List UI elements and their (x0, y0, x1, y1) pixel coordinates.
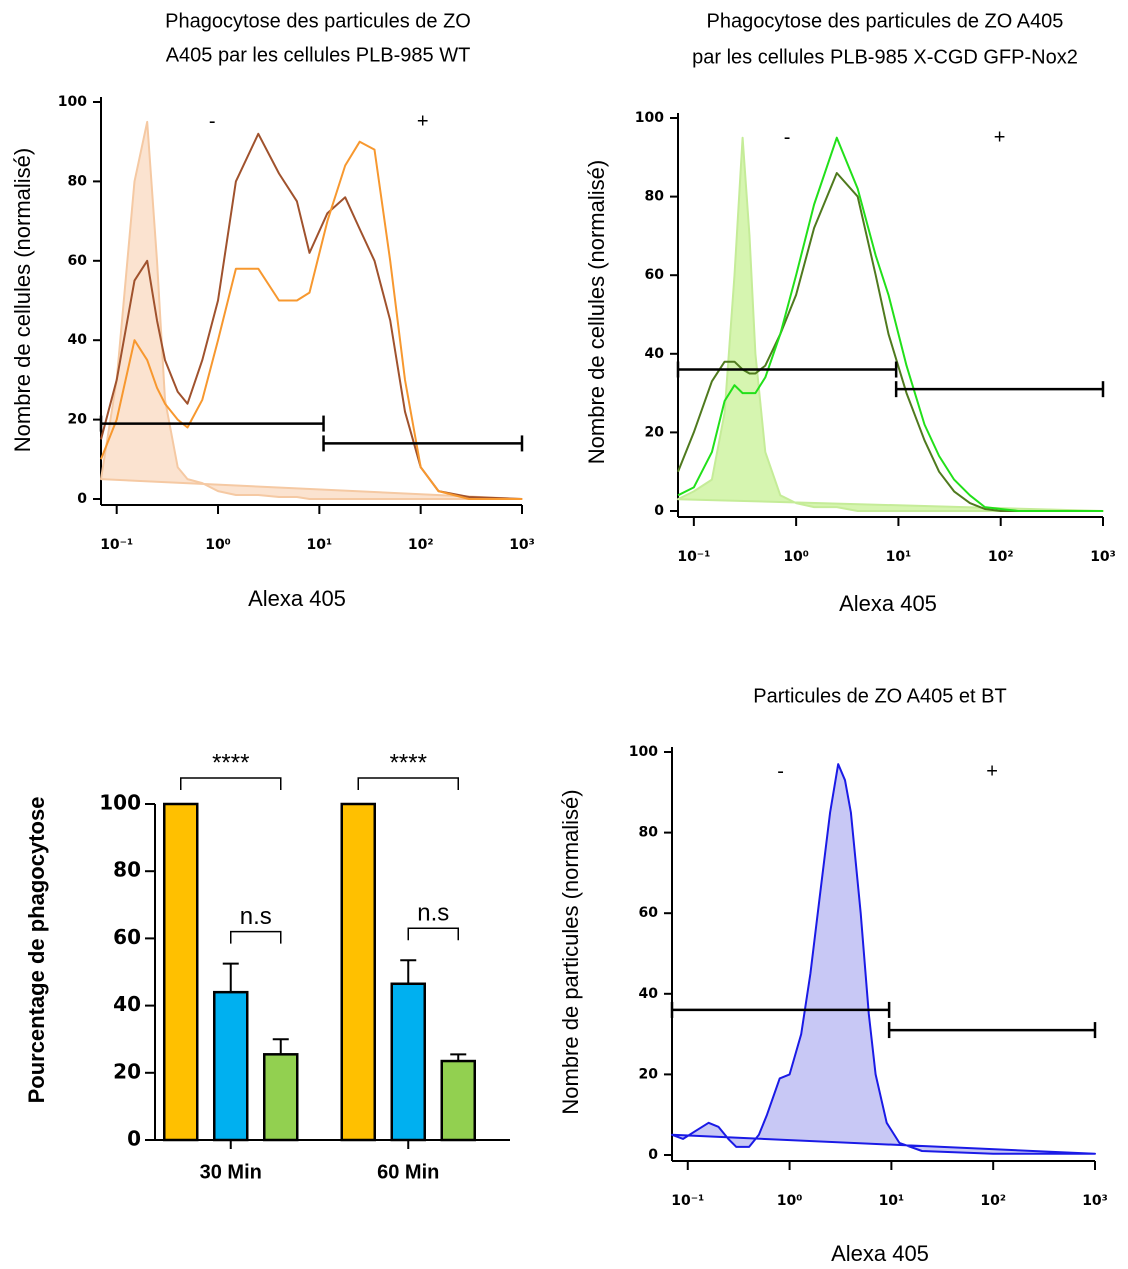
y-tick-label: 20 (645, 424, 665, 440)
histogram-line (677, 172, 1103, 512)
histogram-line (677, 136, 1103, 512)
y-tick-label: 0 (648, 1147, 658, 1163)
significance-label: **** (212, 749, 249, 776)
x-tick-label: 10⁰ (205, 537, 231, 553)
chart-title: Phagocytose des particules de ZO A405 (707, 10, 1064, 32)
y-tick-label: 20 (113, 1059, 141, 1083)
significance-bracket (407, 927, 459, 941)
x-tick-label: 10² (408, 537, 434, 553)
x-tick-label: 10⁰ (777, 1193, 803, 1209)
x-tick-label: 10¹ (886, 549, 912, 565)
y-tick-label: 60 (68, 253, 88, 269)
x-tick-label: 10² (988, 549, 1014, 565)
y-tick-label: 80 (68, 173, 88, 189)
significance-bracket (180, 777, 282, 790)
y-tick-label: 0 (127, 1127, 141, 1151)
gate-label: - (784, 126, 791, 148)
bar (213, 990, 249, 1142)
gate-label: + (986, 760, 998, 782)
significance-bracket (357, 777, 459, 790)
gate-label: + (994, 126, 1006, 148)
bar (163, 802, 199, 1142)
x-tick-label: 10¹ (879, 1193, 905, 1209)
histogram-area (671, 763, 1096, 1155)
y-tick-label: 40 (639, 986, 659, 1002)
gate-label: + (417, 110, 429, 132)
x-tick-label: 10⁻¹ (677, 549, 710, 565)
significance-label: n.s (417, 900, 449, 927)
x-tick-label: 10³ (1090, 549, 1116, 565)
histogram-line (100, 140, 522, 500)
histogram-area (100, 120, 523, 500)
x-tick-label: 10⁻¹ (100, 537, 133, 553)
y-tick-label: 20 (639, 1066, 659, 1082)
y-axis-label: Pourcentage de phagocytose (24, 797, 49, 1104)
y-tick-label: 40 (645, 346, 665, 362)
x-tick-label: 10³ (1082, 1193, 1108, 1209)
y-tick-label: 0 (654, 503, 664, 519)
y-tick-label: 40 (113, 992, 141, 1016)
chart-title: A405 par les cellules PLB-985 WT (166, 44, 471, 66)
chart-title: Phagocytose des particules de ZO (165, 10, 471, 32)
bar (390, 982, 426, 1142)
y-axis-label: Nombre de cellules (normalisé) (584, 160, 609, 464)
bar (440, 1059, 476, 1142)
y-tick-label: 80 (113, 858, 141, 882)
histogram-area (677, 136, 1104, 512)
y-tick-label: 60 (645, 267, 665, 283)
x-tick-label: 30 Min (200, 1161, 262, 1183)
x-tick-label: 10¹ (307, 537, 333, 553)
x-tick-label: 10³ (509, 537, 535, 553)
significance-bracket (230, 930, 282, 944)
significance-label: **** (390, 749, 427, 776)
y-tick-label: 100 (58, 94, 87, 110)
y-tick-label: 80 (639, 825, 659, 841)
y-axis-label: Nombre de particules (normalisé) (558, 789, 583, 1114)
chart-title: Particules de ZO A405 et BT (753, 685, 1006, 707)
gate-label: - (209, 110, 216, 132)
x-tick-label: 10² (980, 1193, 1006, 1209)
x-tick-label: 60 Min (377, 1161, 439, 1183)
x-tick-label: 10⁻¹ (671, 1193, 704, 1209)
x-tick-label: 10⁰ (783, 549, 809, 565)
histogram-line (100, 132, 523, 500)
bar (340, 802, 376, 1142)
y-tick-label: 20 (68, 412, 88, 428)
y-tick-label: 60 (113, 925, 141, 949)
y-tick-label: 100 (635, 110, 664, 126)
significance-label: n.s (240, 903, 272, 930)
x-axis-label: Alexa 405 (839, 591, 937, 616)
x-axis-label: Alexa 405 (831, 1241, 929, 1266)
y-tick-label: 100 (629, 744, 658, 760)
y-tick-label: 40 (68, 332, 88, 348)
y-tick-label: 0 (77, 491, 87, 507)
y-tick-label: 60 (639, 905, 659, 921)
gate-label: - (777, 760, 784, 782)
x-axis-label: Alexa 405 (248, 586, 346, 611)
bar (263, 1053, 299, 1142)
chart-title: par les cellules PLB-985 X-CGD GFP-Nox2 (692, 46, 1078, 68)
y-axis-label: Nombre de cellules (normalisé) (10, 148, 35, 452)
y-tick-label: 80 (645, 189, 665, 205)
y-tick-label: 100 (99, 791, 141, 815)
